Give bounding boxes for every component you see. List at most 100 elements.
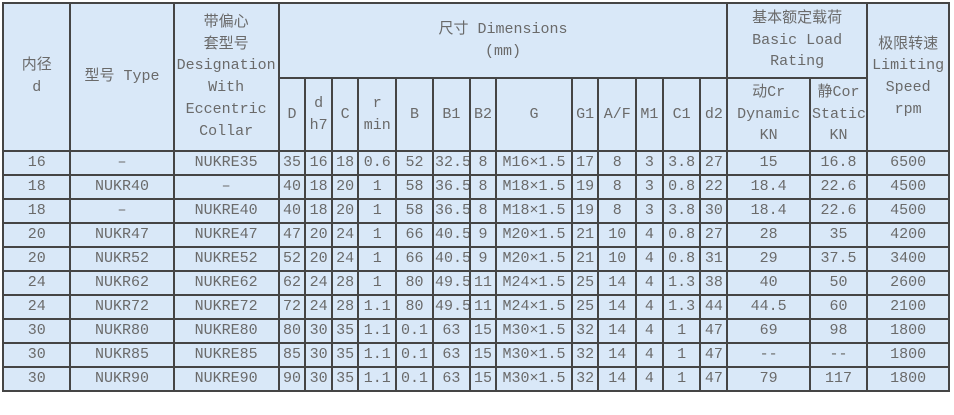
cell: 8 (597, 150, 638, 176)
cell: 0.1 (395, 342, 434, 368)
subheader-B1: B1 (431, 77, 471, 152)
cell: 80 (395, 270, 434, 296)
cell: 16 (304, 150, 333, 176)
cell: 1 (661, 366, 702, 392)
cell: 24 (330, 222, 360, 248)
cell: 4500 (866, 174, 950, 200)
table-row: 18 NUKR40–40 18 20 1 58 36.5 8 M18×1.5 19 8 3 0.8 22 1… (1, 174, 950, 200)
cell: 30 (304, 318, 333, 344)
table-row: 24 NUKR62 NUKRE62 62 24 28 1 80 49.5 11 M24×1.5 25 1… (1, 270, 950, 296)
header-basic-load-rating: 基本额定载荷 Basic Load Rating (726, 2, 869, 79)
cell: 52 (395, 150, 434, 176)
cell: 18 (1, 174, 72, 200)
cell: 40.5 (431, 222, 471, 248)
cell: 25 (570, 270, 600, 296)
cell: 18 (304, 174, 333, 200)
cell: 3 (635, 198, 664, 224)
cell: 22 (699, 174, 729, 200)
cell: 20 (1, 222, 72, 248)
subheader-static-cor: 静Cor Static KN (808, 77, 869, 152)
cell: 25 (570, 294, 600, 320)
cell: 63 (431, 342, 471, 368)
cell: 3400 (866, 246, 950, 272)
cell: 4500 (866, 198, 950, 224)
cell: 63 (431, 366, 471, 392)
cell: 4 (635, 270, 664, 296)
subheader-C1: C1 (661, 77, 702, 152)
cell: 1 (357, 270, 398, 296)
cell: 37.5 (808, 246, 869, 272)
cell: 4200 (866, 222, 950, 248)
cell: 14 (597, 270, 638, 296)
cell: 63 (431, 318, 471, 344)
cell: 3.8 (661, 150, 702, 176)
cell: 1 (357, 174, 398, 200)
subheader-G: G (495, 77, 573, 152)
cell: 1800 (866, 342, 950, 368)
cell: 20 (304, 246, 333, 272)
cell: 2600 (866, 270, 950, 296)
cell: 8 (468, 198, 498, 224)
cell: – (69, 150, 175, 176)
subheader-M1: M1 (635, 77, 664, 152)
subheader-B: B (395, 77, 434, 152)
cell: 18 (304, 198, 333, 224)
cell: 30 (304, 366, 333, 392)
cell: 24 (330, 246, 360, 272)
cell: NUKR62 (69, 270, 175, 296)
cell: M16×1.5 (495, 150, 573, 176)
cell: 17 (570, 150, 600, 176)
subheader-d2: d2 (699, 77, 729, 152)
cell: 30 (699, 198, 729, 224)
cell: 2100 (866, 294, 950, 320)
cell: 32 (570, 342, 600, 368)
cell: 85 (277, 342, 307, 368)
cell: NUKRE40 (172, 198, 280, 224)
cell: 60 (808, 294, 869, 320)
table-row: 18– NUKRE40 40 18 20 1 58 36.5 8 M18×1.5 19 8 3 3.8 30… (1, 198, 950, 224)
cell: 18 (330, 150, 360, 176)
cell: NUKR90 (69, 366, 175, 392)
cell: NUKRE90 (172, 366, 280, 392)
cell: 62 (277, 270, 307, 296)
cell: 36.5 (431, 198, 471, 224)
cell: 21 (570, 222, 600, 248)
cell: 14 (597, 318, 638, 344)
cell: 18.4 (726, 174, 811, 200)
cell: 9 (468, 222, 498, 248)
cell: M18×1.5 (495, 198, 573, 224)
cell: 20 (1, 246, 72, 272)
cell: 11 (468, 270, 498, 296)
cell: 1800 (866, 366, 950, 392)
cell: NUKR80 (69, 318, 175, 344)
cell: 1800 (866, 318, 950, 344)
cell: 36.5 (431, 174, 471, 200)
cell: 1 (357, 222, 398, 248)
cell: 0.6 (357, 150, 398, 176)
cell: 52 (277, 246, 307, 272)
cell: NUKRE52 (172, 246, 280, 272)
cell: M18×1.5 (495, 174, 573, 200)
cell: 14 (597, 366, 638, 392)
cell: 8 (597, 174, 638, 200)
table-header: 内径 d 型号 Type 带偏心 套型号 Designation With Ec… (1, 2, 950, 152)
cell: 35 (277, 150, 307, 176)
cell: 24 (304, 270, 333, 296)
cell: 47 (699, 342, 729, 368)
cell: 20 (330, 198, 360, 224)
cell: 0.1 (395, 366, 434, 392)
cell: 19 (570, 198, 600, 224)
cell: 98 (808, 318, 869, 344)
cell: NUKR85 (69, 342, 175, 368)
cell: 14 (597, 294, 638, 320)
cell: 15 (726, 150, 811, 176)
cell: 4 (635, 366, 664, 392)
cell: 1.1 (357, 318, 398, 344)
table-row: 16– NUKRE35 35 16 18 0.6 52 32.5 8 M16×1.5 17 8 3 3.8… (1, 150, 950, 176)
cell: 20 (330, 174, 360, 200)
cell: 4 (635, 318, 664, 344)
header-type: 型号 Type (69, 2, 175, 152)
subheader-r-min: r min (357, 77, 398, 152)
cell: 16 (1, 150, 72, 176)
cell: 3.8 (661, 198, 702, 224)
